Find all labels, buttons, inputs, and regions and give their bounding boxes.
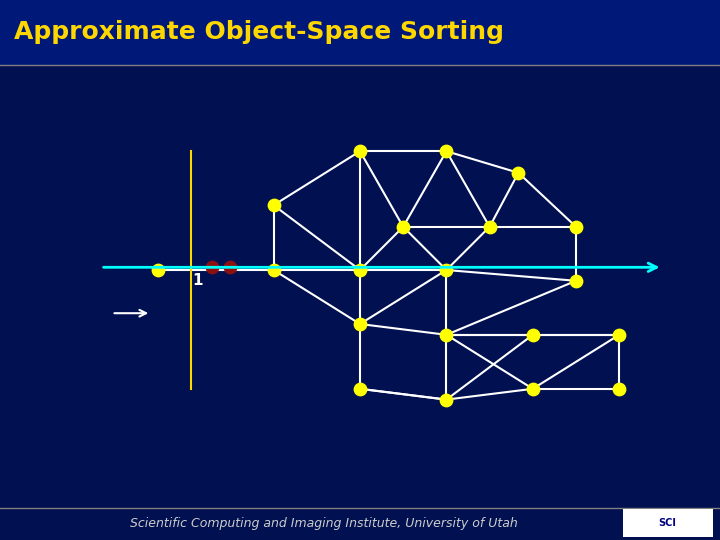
Point [268, 201, 279, 210]
Point [441, 266, 452, 274]
Point [484, 222, 495, 231]
Point [441, 395, 452, 404]
Point [268, 266, 279, 274]
Point [570, 222, 582, 231]
Point [513, 168, 524, 177]
Point [354, 320, 366, 328]
Point [397, 222, 409, 231]
Bar [623, 509, 713, 537]
Point [441, 147, 452, 156]
Point [153, 266, 164, 274]
Point [354, 384, 366, 393]
Bar [0, 508, 720, 540]
Text: 1: 1 [193, 273, 203, 288]
Text: Scientific Computing and Imaging Institute, University of Utah: Scientific Computing and Imaging Institu… [130, 517, 518, 530]
Bar [0, 0, 720, 65]
Point [354, 266, 366, 274]
Point [207, 263, 218, 272]
Point [225, 263, 236, 272]
Point [613, 384, 625, 393]
Point [527, 384, 539, 393]
Text: Approximate Object-Space Sorting: Approximate Object-Space Sorting [14, 21, 505, 44]
Text: SCI: SCI [659, 518, 676, 528]
Point [570, 276, 582, 285]
Point [527, 330, 539, 339]
Point [354, 147, 366, 156]
Point [441, 330, 452, 339]
Point [613, 330, 625, 339]
